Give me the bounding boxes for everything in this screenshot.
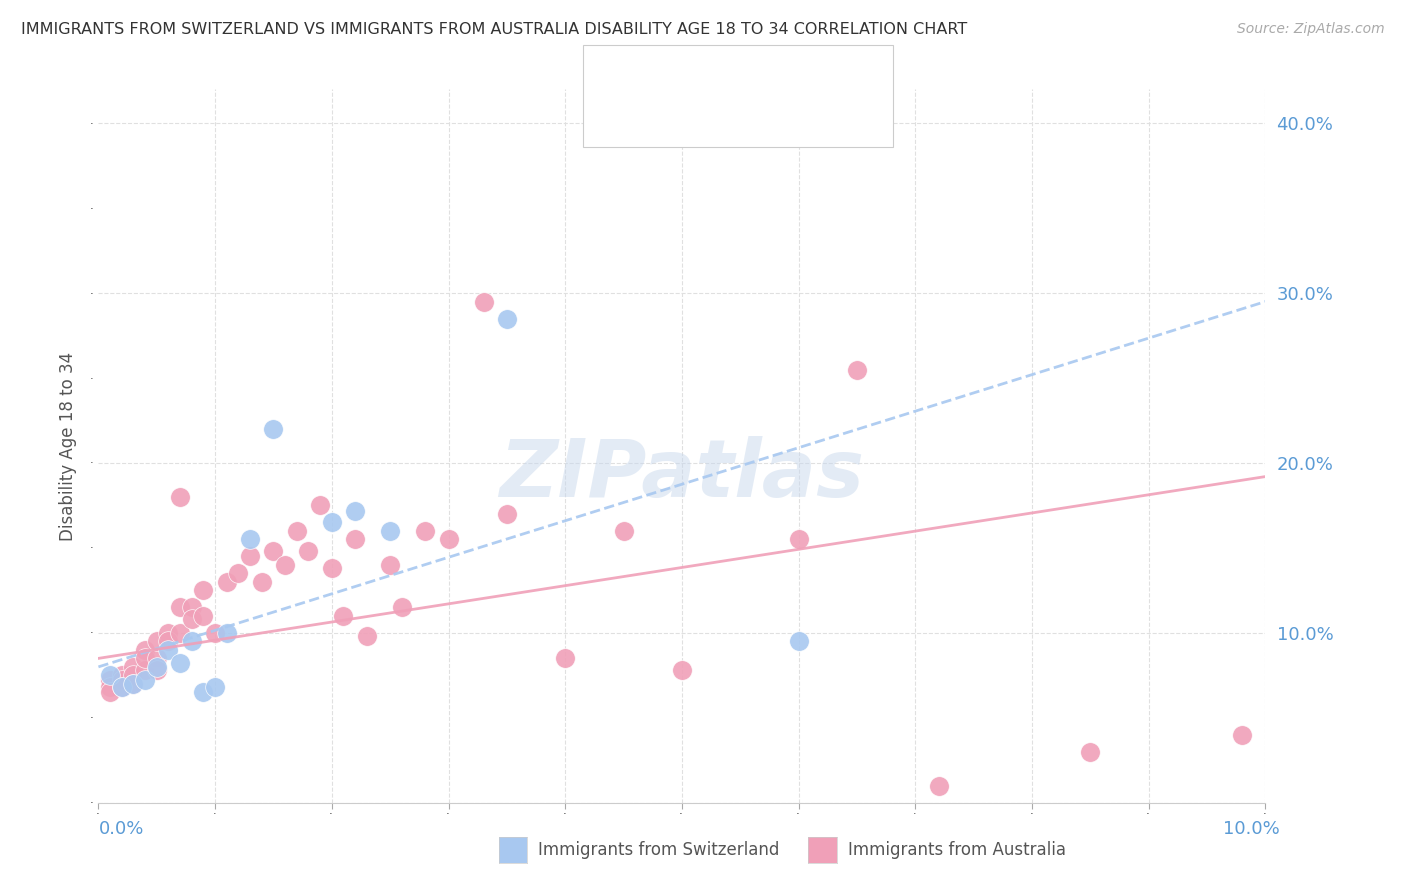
Point xyxy=(378,524,402,538)
Point xyxy=(180,600,202,615)
Point xyxy=(437,533,460,547)
Point xyxy=(612,524,634,538)
Point xyxy=(204,680,226,694)
Point xyxy=(250,574,273,589)
Point xyxy=(554,651,576,665)
Point xyxy=(228,566,250,581)
Text: Source: ZipAtlas.com: Source: ZipAtlas.com xyxy=(1237,22,1385,37)
Point xyxy=(134,663,156,677)
Text: 0.0%: 0.0% xyxy=(98,820,143,838)
Text: IMMIGRANTS FROM SWITZERLAND VS IMMIGRANTS FROM AUSTRALIA DISABILITY AGE 18 TO 34: IMMIGRANTS FROM SWITZERLAND VS IMMIGRANT… xyxy=(21,22,967,37)
Point xyxy=(134,643,156,657)
Point xyxy=(321,516,343,530)
Point xyxy=(146,663,169,677)
Point xyxy=(98,680,121,694)
Point xyxy=(787,634,810,648)
Point xyxy=(1230,728,1253,742)
Point xyxy=(378,558,402,572)
Text: ZIPatlas: ZIPatlas xyxy=(499,435,865,514)
Text: Immigrants from Switzerland: Immigrants from Switzerland xyxy=(538,841,780,859)
Point xyxy=(671,663,693,677)
Y-axis label: Disability Age 18 to 34: Disability Age 18 to 34 xyxy=(59,351,76,541)
Point xyxy=(845,362,868,376)
Text: Immigrants from Australia: Immigrants from Australia xyxy=(848,841,1066,859)
Point xyxy=(157,643,180,657)
Point xyxy=(134,651,156,665)
Point xyxy=(193,583,215,598)
Point xyxy=(495,507,517,521)
Point xyxy=(472,294,495,309)
Point xyxy=(98,685,121,699)
Point xyxy=(356,629,378,643)
Point xyxy=(180,634,202,648)
Point xyxy=(215,626,238,640)
Point xyxy=(122,677,145,691)
Text: 10.0%: 10.0% xyxy=(1223,820,1279,838)
Point xyxy=(169,657,191,671)
Point xyxy=(262,422,284,436)
Point xyxy=(787,533,810,547)
Point xyxy=(285,524,308,538)
Point xyxy=(98,673,121,688)
Point xyxy=(122,677,145,691)
Point xyxy=(134,673,156,688)
Point xyxy=(146,660,169,674)
Point xyxy=(169,600,191,615)
Point xyxy=(180,612,202,626)
Point xyxy=(111,668,134,682)
Point xyxy=(193,608,215,623)
Point xyxy=(111,673,134,688)
Point xyxy=(321,561,343,575)
Point xyxy=(193,685,215,699)
Point xyxy=(169,626,191,640)
Point xyxy=(928,779,950,793)
Point xyxy=(169,490,191,504)
Point xyxy=(157,634,180,648)
Point xyxy=(239,533,262,547)
Point xyxy=(495,311,517,326)
Point xyxy=(344,533,367,547)
Point xyxy=(309,499,332,513)
Point xyxy=(111,680,134,694)
Point xyxy=(122,660,145,674)
Point xyxy=(215,574,238,589)
Text: R =  0.406   N = 18: R = 0.406 N = 18 xyxy=(637,62,828,79)
Point xyxy=(146,651,169,665)
Point xyxy=(262,544,284,558)
Point xyxy=(239,549,262,564)
Point xyxy=(146,634,169,648)
Point xyxy=(204,626,226,640)
Point xyxy=(297,544,319,558)
Point xyxy=(111,680,134,694)
Point xyxy=(332,608,354,623)
Point xyxy=(274,558,297,572)
Point xyxy=(98,668,121,682)
Text: R =  0.313   N = 52: R = 0.313 N = 52 xyxy=(637,112,828,130)
Point xyxy=(1080,745,1102,759)
Point xyxy=(122,668,145,682)
Point xyxy=(413,524,436,538)
Point xyxy=(344,503,367,517)
Point xyxy=(391,600,413,615)
Point xyxy=(157,626,180,640)
